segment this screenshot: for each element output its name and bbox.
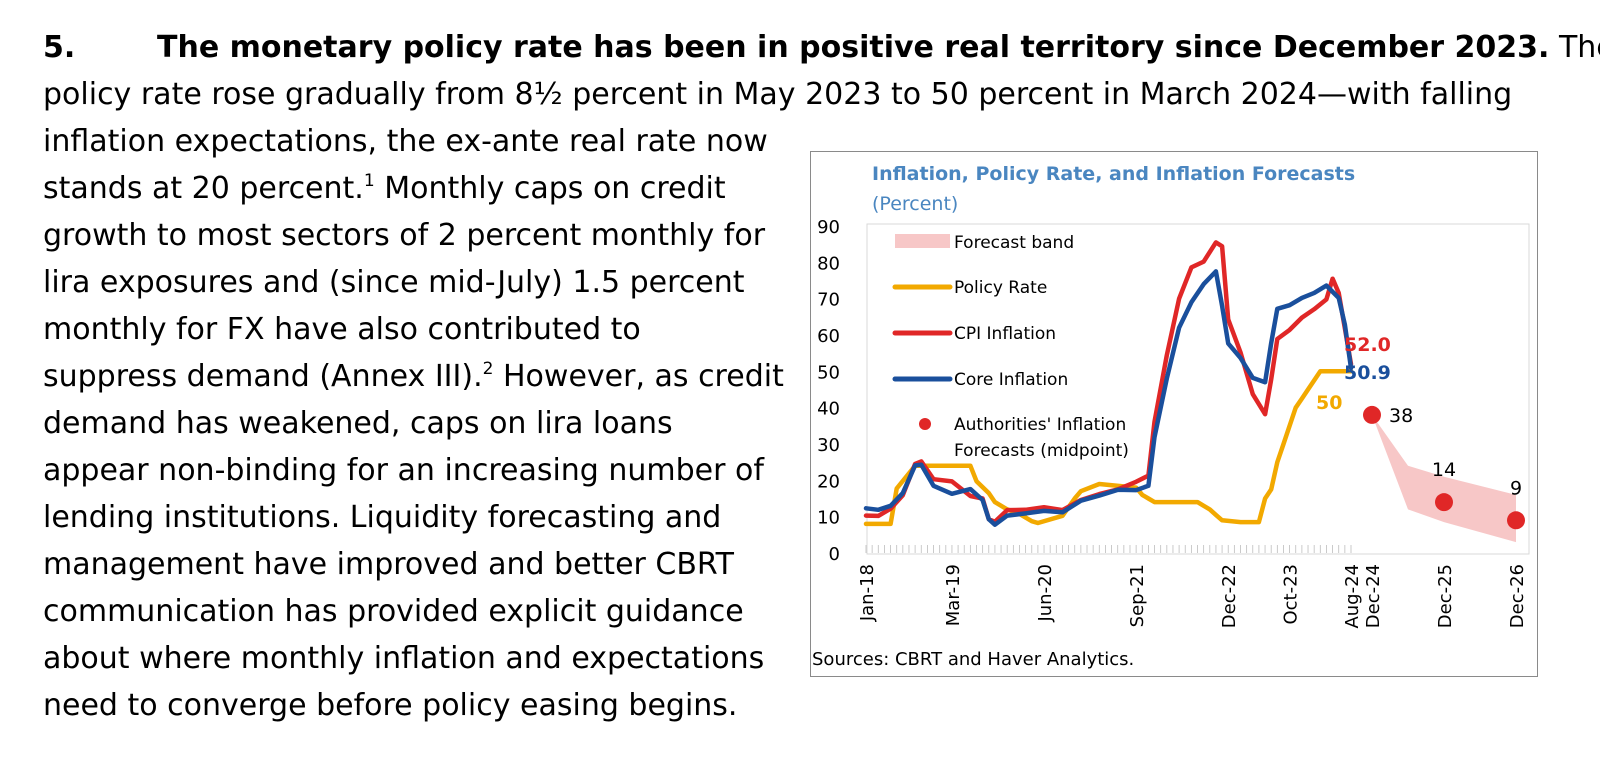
paragraph-text: However, as credit: [493, 359, 784, 394]
chart-title: Inflation, Policy Rate, and Inflation Fo…: [872, 163, 1356, 185]
paragraph-lead-sentence: The monetary policy rate has been in pos…: [157, 30, 1550, 65]
paragraph-line-7: monthly for FX have also contributed to: [43, 312, 641, 347]
chart-subtitle: (Percent): [872, 193, 959, 215]
paragraph-line-5: growth to most sectors of 2 percent mont…: [43, 218, 766, 253]
paragraph-line-1: 5. The monetary policy rate has been in p…: [43, 24, 1600, 71]
paragraph-line-15: need to converge before policy easing be…: [43, 688, 738, 723]
paragraph-text: stands at 20 percent.: [43, 171, 364, 206]
chart-frame: [810, 151, 1538, 677]
paragraph-line-2: policy rate rose gradually from 8½ perce…: [43, 77, 1513, 112]
footnote-ref-2[interactable]: 2: [482, 359, 494, 379]
paragraph-line-10: appear non-binding for an increasing num…: [43, 453, 764, 488]
paragraph-line-9: demand has weakened, caps on lira loans: [43, 406, 673, 441]
paragraph-text: suppress demand (Annex III).: [43, 359, 483, 394]
chart-source-note: Sources: CBRT and Haver Analytics.: [812, 649, 1135, 670]
paragraph-number: 5.: [43, 30, 76, 65]
paragraph-line-13: communication has provided explicit guid…: [43, 594, 744, 629]
paragraph-line-3: inflation expectations, the ex-ante real…: [43, 124, 768, 159]
paragraph-line-14: about where monthly inflation and expect…: [43, 641, 765, 676]
paragraph-line-6: lira exposures and (since mid-July) 1.5 …: [43, 265, 745, 300]
paragraph-line-4: stands at 20 percent.1 Monthly caps on c…: [43, 165, 726, 212]
paragraph-line-8: suppress demand (Annex III).2 However, a…: [43, 353, 784, 400]
paragraph-line-11: lending institutions. Liquidity forecast…: [43, 500, 722, 535]
footnote-ref-1[interactable]: 1: [363, 171, 375, 191]
paragraph-text: Monthly caps on credit: [374, 171, 726, 206]
paragraph-text: The: [1558, 30, 1600, 65]
paragraph-line-12: management have improved and better CBRT: [43, 547, 734, 582]
